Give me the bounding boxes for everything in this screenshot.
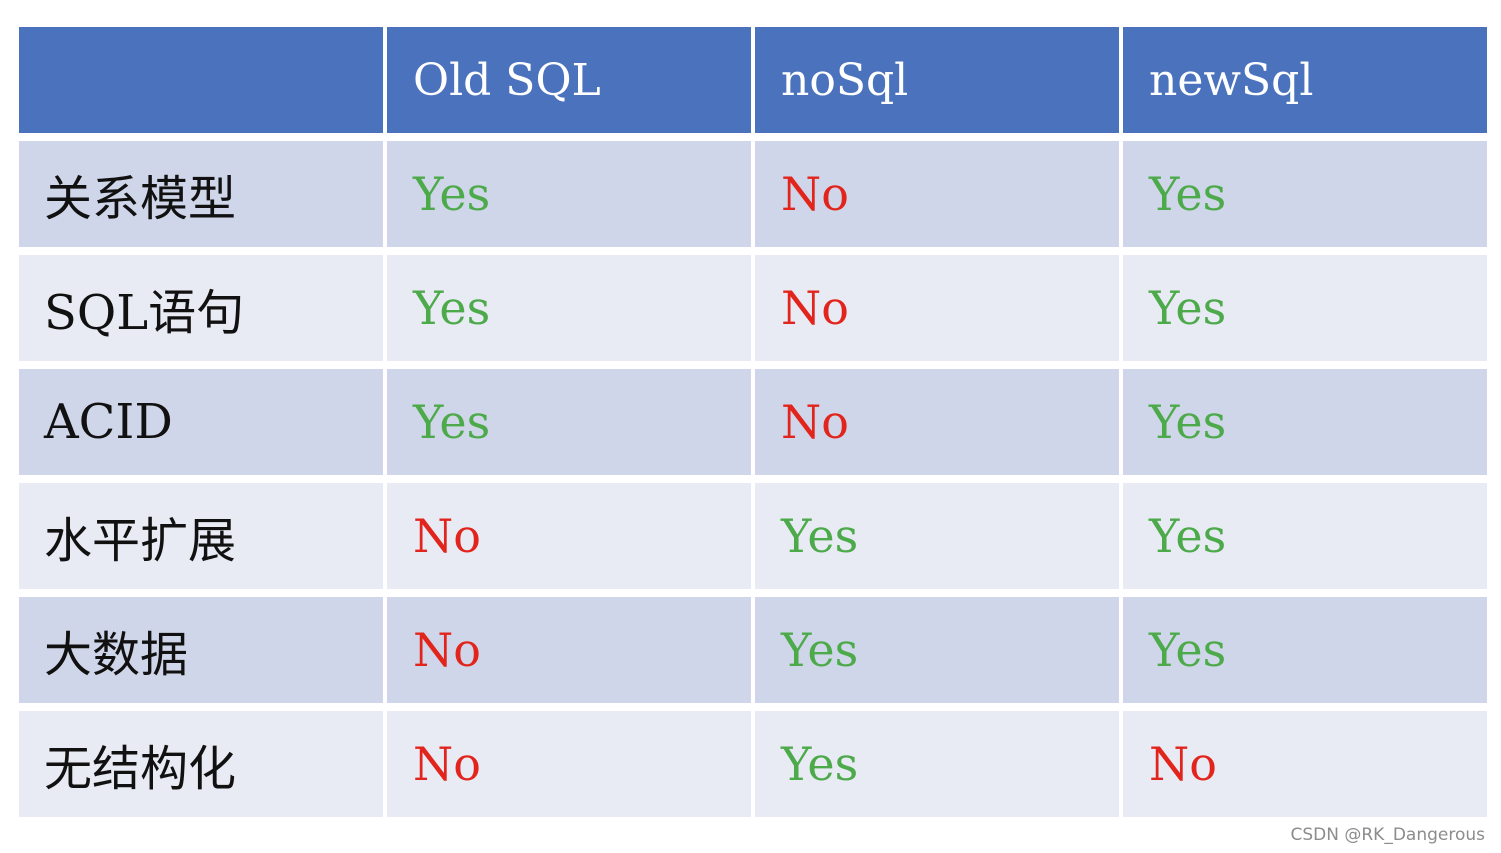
cell-horizontal-scaling-old-sql: No <box>387 483 751 589</box>
watermark-text: CSDN @RK_Dangerous <box>1290 825 1485 845</box>
header-corner-cell <box>19 27 383 133</box>
cell-relational-model-nosql: No <box>755 141 1119 247</box>
cell-big-data-newsql: Yes <box>1123 597 1487 703</box>
cell-horizontal-scaling-nosql: Yes <box>755 483 1119 589</box>
cell-relational-model-old-sql: Yes <box>387 141 751 247</box>
cell-acid-old-sql: Yes <box>387 369 751 475</box>
cell-big-data-old-sql: No <box>387 597 751 703</box>
row-label-relational-model: 关系模型 <box>19 141 383 247</box>
comparison-table: Old SQL noSql newSql 关系模型 Yes No Yes SQL… <box>19 27 1487 817</box>
cell-sql-statement-old-sql: Yes <box>387 255 751 361</box>
cell-unstructured-nosql: Yes <box>755 711 1119 817</box>
cell-relational-model-newsql: Yes <box>1123 141 1487 247</box>
row-label-big-data: 大数据 <box>19 597 383 703</box>
cell-unstructured-old-sql: No <box>387 711 751 817</box>
header-old-sql: Old SQL <box>387 27 751 133</box>
header-nosql: noSql <box>755 27 1119 133</box>
cell-unstructured-newsql: No <box>1123 711 1487 817</box>
cell-sql-statement-nosql: No <box>755 255 1119 361</box>
cell-acid-nosql: No <box>755 369 1119 475</box>
row-label-unstructured: 无结构化 <box>19 711 383 817</box>
row-label-horizontal-scaling: 水平扩展 <box>19 483 383 589</box>
header-newsql: newSql <box>1123 27 1487 133</box>
row-label-sql-statement: SQL语句 <box>19 255 383 361</box>
row-label-acid: ACID <box>19 369 383 475</box>
cell-sql-statement-newsql: Yes <box>1123 255 1487 361</box>
cell-big-data-nosql: Yes <box>755 597 1119 703</box>
cell-acid-newsql: Yes <box>1123 369 1487 475</box>
cell-horizontal-scaling-newsql: Yes <box>1123 483 1487 589</box>
